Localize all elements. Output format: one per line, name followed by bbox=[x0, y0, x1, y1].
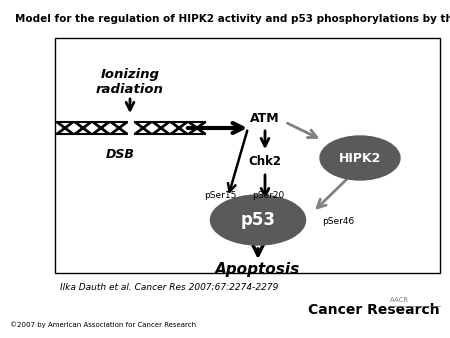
Text: HIPK2: HIPK2 bbox=[339, 151, 381, 165]
Text: Ionizing
radiation: Ionizing radiation bbox=[96, 68, 164, 96]
Text: Ilka Dauth et al. Cancer Res 2007;67:2274-2279: Ilka Dauth et al. Cancer Res 2007;67:227… bbox=[60, 283, 279, 292]
Text: Chk2: Chk2 bbox=[248, 155, 282, 168]
Text: DSB: DSB bbox=[106, 148, 135, 161]
Ellipse shape bbox=[211, 195, 306, 245]
Text: pSer46: pSer46 bbox=[322, 217, 354, 226]
Text: pSer20: pSer20 bbox=[252, 191, 284, 200]
Text: pSer15: pSer15 bbox=[204, 191, 236, 200]
FancyBboxPatch shape bbox=[55, 38, 440, 273]
Text: p53: p53 bbox=[240, 211, 275, 229]
Text: Apoptosis: Apoptosis bbox=[216, 262, 301, 277]
Ellipse shape bbox=[320, 136, 400, 180]
Text: ATM: ATM bbox=[250, 112, 280, 124]
Text: AACR: AACR bbox=[390, 297, 409, 303]
Text: Cancer Research: Cancer Research bbox=[308, 303, 440, 317]
Text: ©2007 by American Association for Cancer Research: ©2007 by American Association for Cancer… bbox=[10, 322, 196, 328]
Text: Model for the regulation of HIPK2 activity and p53 phosphorylations by the ATM p: Model for the regulation of HIPK2 activi… bbox=[15, 14, 450, 24]
